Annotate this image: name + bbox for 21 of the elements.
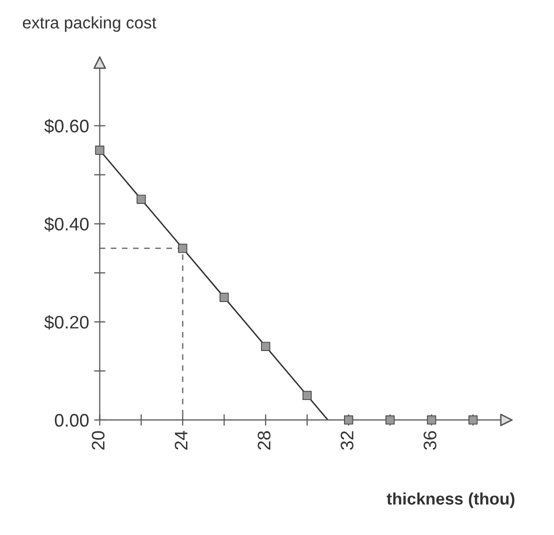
point	[261, 342, 270, 351]
x-tick-label: 20	[92, 431, 105, 450]
point	[426, 415, 436, 425]
x-tick-label: 24	[174, 430, 188, 450]
point	[344, 415, 354, 425]
y-tick-label: $0.60	[44, 118, 89, 134]
x-tick-label: 32	[340, 431, 354, 450]
y-tick-label: $0.20	[44, 315, 89, 330]
point	[385, 415, 395, 425]
point	[178, 244, 188, 253]
x-axis-title: thickness (thou)	[386, 492, 514, 508]
point	[468, 415, 478, 425]
y-tick-label: 0.00	[54, 414, 89, 427]
point	[136, 194, 146, 204]
point	[95, 146, 104, 155]
point	[220, 292, 229, 302]
x-tick-label: 28	[258, 431, 270, 450]
y-tick-label: $0.40	[44, 216, 89, 232]
x-tick-label: 36	[424, 431, 436, 450]
point	[302, 390, 312, 400]
y-axis-title: extra packing cost	[22, 16, 156, 32]
